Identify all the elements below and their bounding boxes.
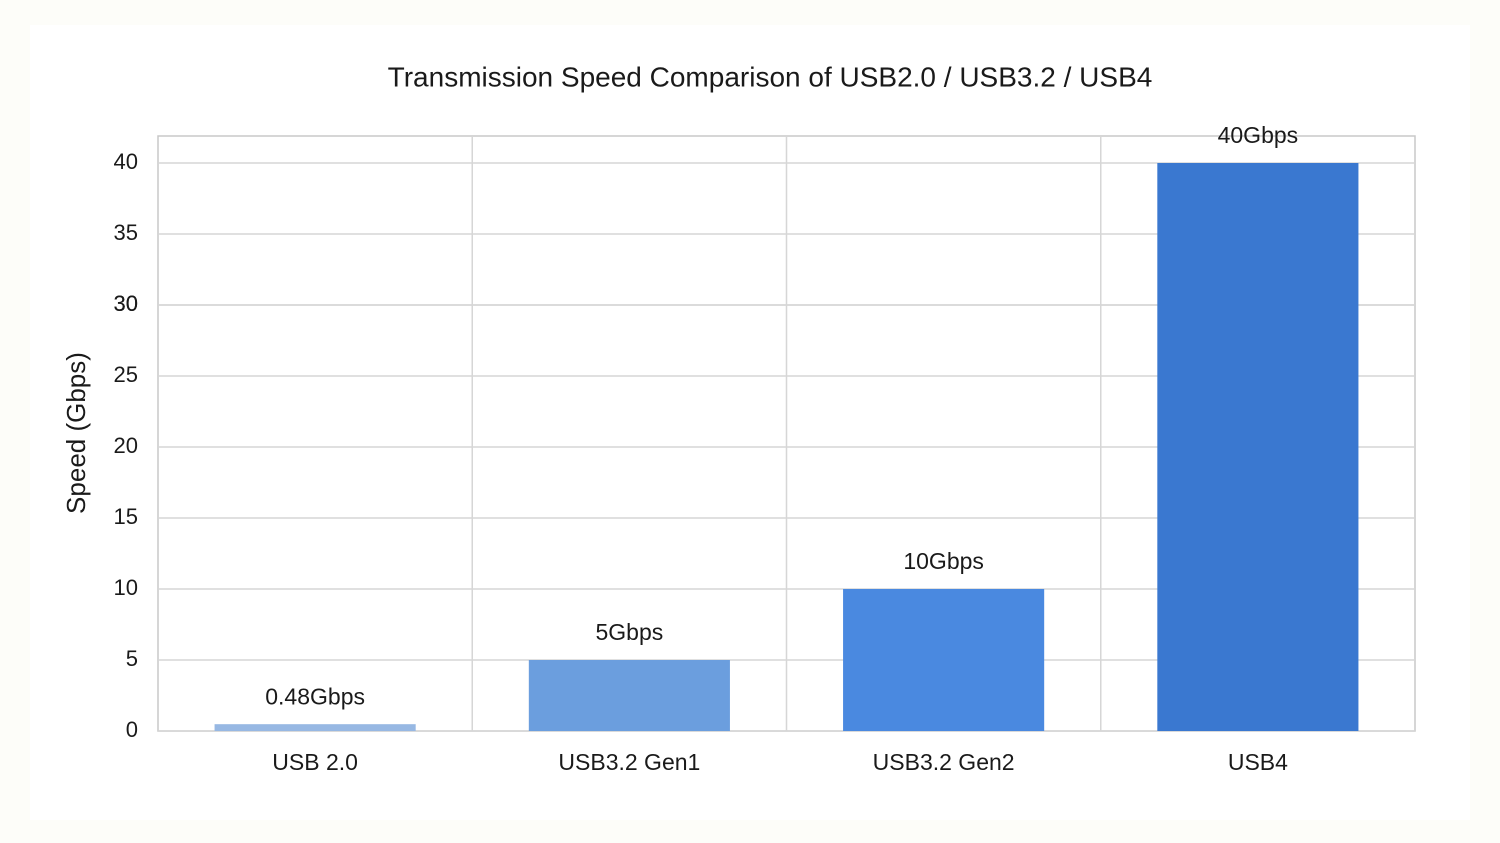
value-label: 10Gbps [903, 548, 984, 574]
y-tick-label: 30 [114, 291, 138, 316]
bar [843, 589, 1045, 731]
bar [528, 660, 730, 731]
x-tick-label: USB3.2 Gen2 [873, 749, 1015, 775]
bar [214, 724, 416, 731]
value-label: 40Gbps [1218, 122, 1299, 148]
y-tick-label: 25 [114, 362, 138, 387]
x-tick-label: USB3.2 Gen1 [558, 749, 700, 775]
x-tick-label: USB 2.0 [272, 749, 358, 775]
y-tick-label: 10 [114, 575, 138, 600]
chart-title: Transmission Speed Comparison of USB2.0 … [388, 61, 1153, 92]
value-label: 0.48Gbps [265, 683, 365, 709]
bar [1157, 163, 1359, 731]
y-axis-label: Speed (Gbps) [61, 352, 91, 514]
y-tick-label: 30 [114, 291, 138, 316]
value-label: 5Gbps [595, 619, 663, 645]
y-tick-label: 0 [126, 717, 138, 742]
y-tick-label: 15 [114, 504, 138, 529]
y-tick-label: 35 [114, 220, 138, 245]
y-tick-label: 40 [114, 149, 138, 174]
x-tick-label: USB4 [1228, 749, 1288, 775]
y-tick-label: 5 [126, 646, 138, 671]
y-tick-label: 20 [114, 433, 138, 458]
